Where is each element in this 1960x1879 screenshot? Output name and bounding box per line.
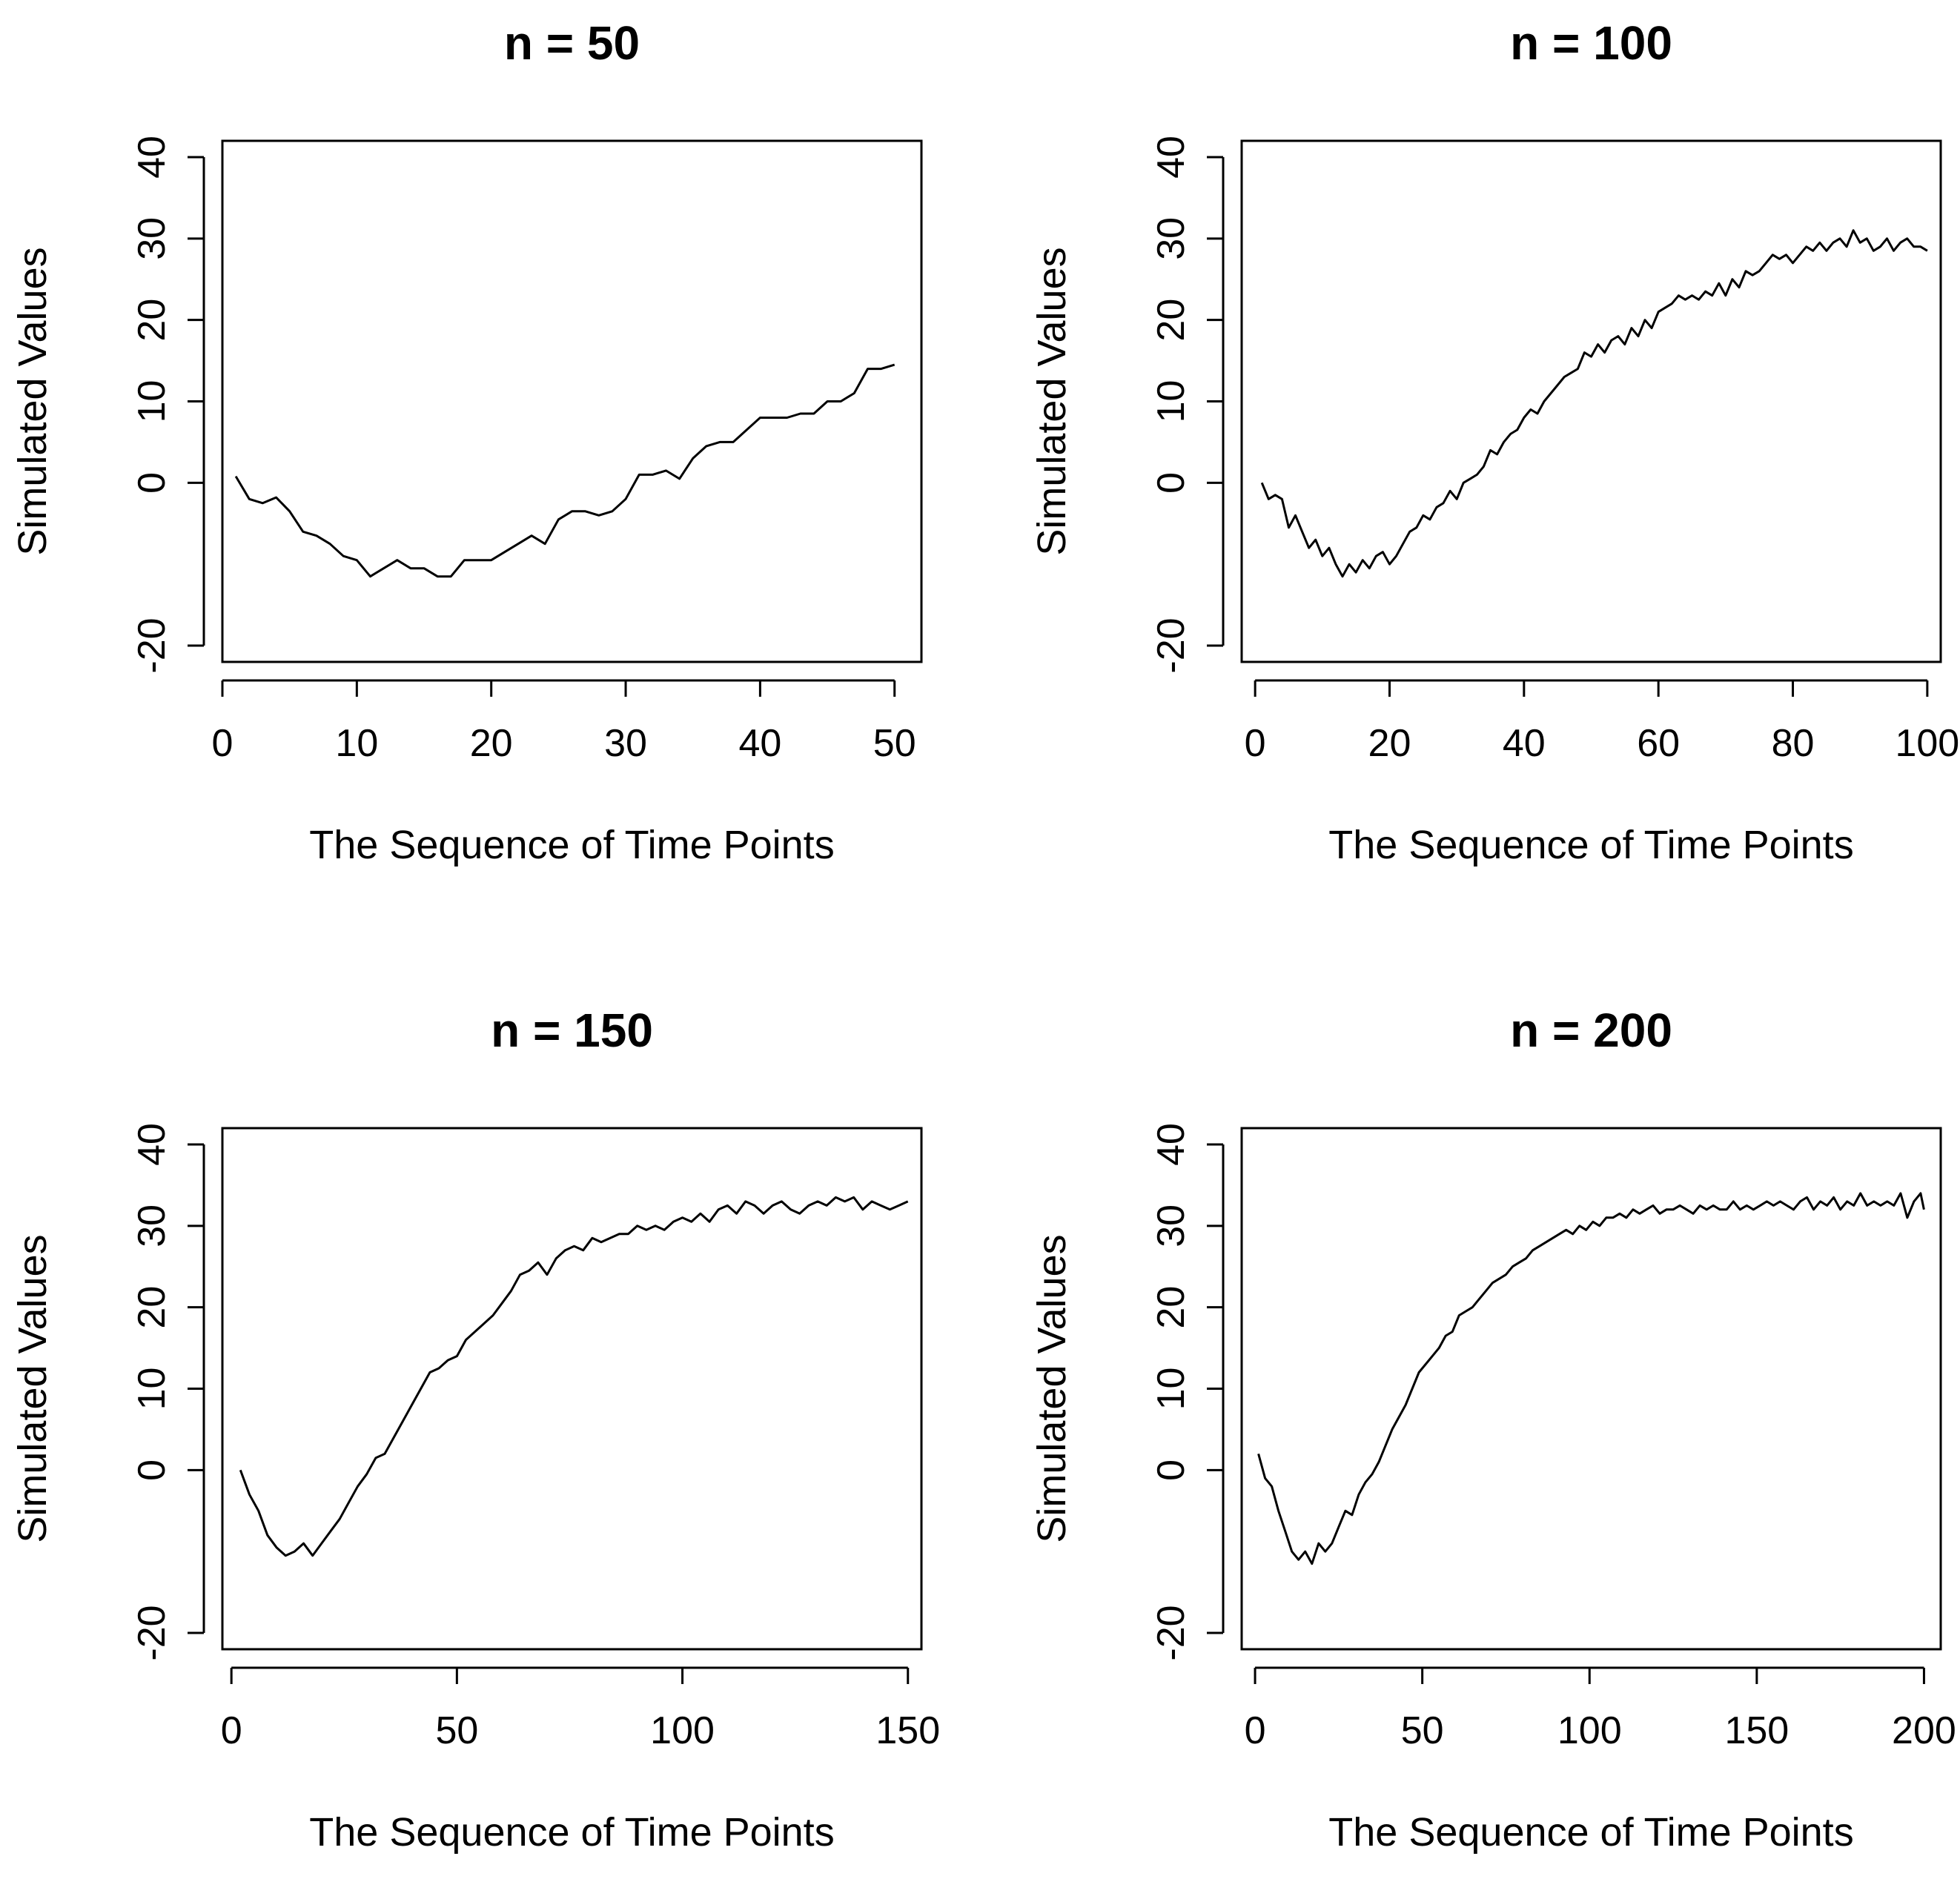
plot-frame [1242,1128,1941,1649]
y-tick-label: 10 [130,1368,173,1411]
x-tick-label: 150 [1724,1709,1789,1752]
y-axis-label: Simulated Values [10,1234,55,1542]
y-tick-label: 40 [130,136,173,179]
y-tick-label: 10 [1150,380,1193,423]
x-tick-label: 10 [335,722,378,765]
plot-frame [1242,141,1941,662]
y-tick-label: 40 [1150,1123,1193,1166]
x-tick-label: 100 [650,1709,715,1752]
y-tick-label: 0 [130,1459,173,1481]
y-tick-label: -20 [130,1605,173,1660]
y-tick-label: 30 [1150,217,1193,260]
y-tick-label: 10 [1150,1368,1193,1411]
y-tick-label: 30 [1150,1204,1193,1247]
x-tick-label: 0 [1245,722,1266,765]
y-tick-label: 30 [130,217,173,260]
x-tick-label: 100 [1895,722,1959,765]
x-tick-label: 0 [212,722,234,765]
y-tick-label: 0 [130,472,173,494]
plot-frame [222,141,921,662]
x-tick-label: 100 [1557,1709,1622,1752]
x-axis-label: The Sequence of Time Points [1328,823,1853,867]
y-tick-label: 0 [1150,1459,1193,1481]
series-line [1259,1193,1924,1564]
y-tick-label: -20 [130,617,173,673]
y-tick-label: 20 [1150,299,1193,342]
y-tick-label: 30 [130,1204,173,1247]
chart-title: n = 200 [1510,1004,1672,1057]
chart-title: n = 100 [1510,16,1672,70]
figure: n = 50 0 10 20 30 40 50 The Sequence of Time Po… [0,0,1960,1879]
x-tick-label: 150 [875,1709,940,1752]
y-axis-label: Simulated Values [1030,1234,1074,1542]
x-tick-label: 200 [1892,1709,1956,1752]
y-tick-label: 0 [1150,472,1193,494]
x-axis-label: The Sequence of Time Points [309,823,834,867]
chart-title: n = 50 [504,16,640,70]
panel-1: n = 50 0 10 20 30 40 50 The Sequence of Time Po… [10,16,921,867]
x-tick-label: 30 [604,722,647,765]
y-tick-label: 20 [1150,1286,1193,1329]
x-tick-label: 80 [1772,722,1815,765]
series-line [240,1197,907,1555]
x-tick-label: 40 [1503,722,1546,765]
x-tick-label: 60 [1637,722,1680,765]
x-tick-label: 40 [738,722,781,765]
x-axis-label: The Sequence of Time Points [309,1810,834,1855]
y-axis-label: Simulated Values [10,247,55,555]
y-tick-label: 10 [130,380,173,423]
x-axis-label: The Sequence of Time Points [1328,1810,1853,1855]
x-tick-label: 0 [1245,1709,1266,1752]
x-tick-label: 20 [1368,722,1411,765]
series-line [1262,231,1927,577]
y-tick-label: -20 [1150,1605,1193,1660]
y-tick-label: 20 [130,1286,173,1329]
y-tick-label: 20 [130,299,173,342]
x-tick-label: 50 [1401,1709,1444,1752]
y-tick-label: 40 [1150,136,1193,179]
plot-frame [222,1128,921,1649]
y-tick-label: -20 [1150,617,1193,673]
chart-title: n = 150 [491,1004,653,1057]
x-tick-label: 50 [873,722,916,765]
series-line [236,365,895,577]
x-tick-label: 0 [221,1709,242,1752]
y-axis-label: Simulated Values [1030,247,1074,555]
x-tick-label: 20 [470,722,513,765]
y-tick-label: 40 [130,1123,173,1166]
x-tick-label: 50 [435,1709,478,1752]
